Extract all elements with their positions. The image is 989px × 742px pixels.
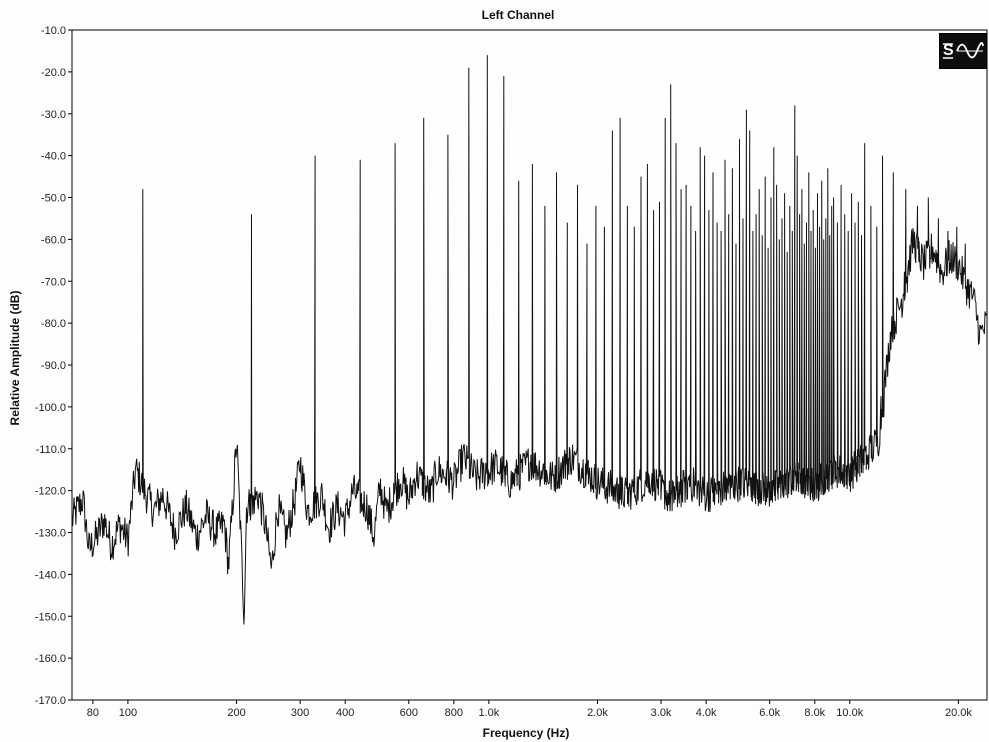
x-tick-label: 3.0k xyxy=(651,707,672,719)
y-tick-label: -120.0 xyxy=(35,486,66,498)
y-tick-label: -10.0 xyxy=(41,25,66,37)
y-tick-label: -60.0 xyxy=(41,234,66,246)
x-tick-label: 4.0k xyxy=(696,707,717,719)
x-tick-label: 200 xyxy=(227,707,245,719)
x-tick-label: 8.0k xyxy=(804,707,825,719)
y-tick-label: -150.0 xyxy=(35,611,66,623)
y-tick-label: -170.0 xyxy=(35,695,66,707)
x-tick-label: 300 xyxy=(291,707,309,719)
x-tick-label: 100 xyxy=(119,707,137,719)
x-tick-label: 6.0k xyxy=(759,707,780,719)
x-tick-label: 600 xyxy=(400,707,418,719)
x-axis-ticks: 80 100 200 300 400 600 800 1.0k 2.0k 3.0k 4.0k 6.0k… xyxy=(87,700,972,719)
y-tick-label: -160.0 xyxy=(35,653,66,665)
y-tick-label: -130.0 xyxy=(35,528,66,540)
x-tick-label: 2.0k xyxy=(587,707,608,719)
y-tick-label: -20.0 xyxy=(41,67,66,79)
x-tick-label: 400 xyxy=(336,707,354,719)
y-tick-label: -50.0 xyxy=(41,193,66,205)
y-axis-label: Relative Amplitude (dB) xyxy=(8,291,22,426)
spectrum-line xyxy=(71,55,988,625)
y-tick-label: -80.0 xyxy=(41,318,66,330)
y-tick-label: -40.0 xyxy=(41,151,66,163)
x-tick-label: 20.0k xyxy=(945,707,972,719)
plot-area xyxy=(71,29,988,701)
x-axis-label: Frequency (Hz) xyxy=(483,726,570,740)
y-tick-label: -30.0 xyxy=(41,109,66,121)
y-tick-label: -70.0 xyxy=(41,276,66,288)
x-tick-label: 80 xyxy=(87,707,99,719)
y-tick-label: -100.0 xyxy=(35,402,66,414)
svg-text:S: S xyxy=(943,42,954,59)
x-tick-label: 10.0k xyxy=(836,707,863,719)
x-tick-label: 800 xyxy=(445,707,463,719)
sine-wave-logo-icon: S xyxy=(939,33,987,69)
x-tick-label: 1.0k xyxy=(478,707,499,719)
y-tick-label: -140.0 xyxy=(35,569,66,581)
y-tick-label: -90.0 xyxy=(41,360,66,372)
chart-title: Left Channel xyxy=(482,8,555,22)
y-axis-ticks: -10.0 -20.0 -30.0 -40.0 -50.0 -60.0 -70.0 -80.0… xyxy=(35,25,72,707)
y-tick-label: -110.0 xyxy=(36,444,66,456)
